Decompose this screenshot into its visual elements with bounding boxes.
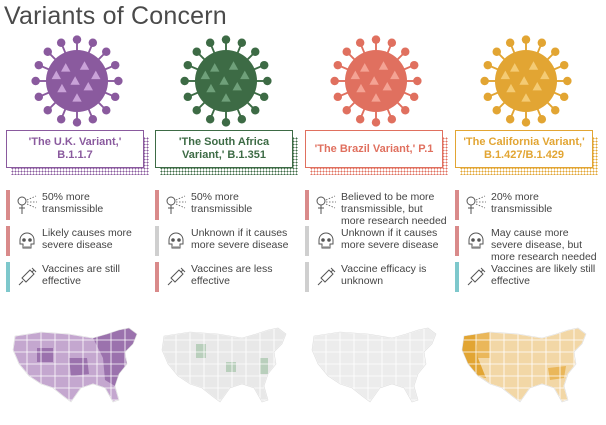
sneeze-icon — [466, 195, 486, 214]
fact-item: May cause more severe disease, but more … — [455, 226, 597, 263]
fact-text: Unknown if it causes more severe disease — [191, 227, 289, 251]
status-bar — [6, 190, 10, 220]
variant-name: 'The California Variant,' B.1.427/B.1.42… — [455, 130, 593, 168]
fact-text: May cause more severe disease, but more … — [491, 227, 597, 263]
virus-icon — [480, 35, 572, 127]
variant-name: 'The U.K. Variant,' B.1.1.7 — [6, 130, 144, 168]
variant-column-south-africa: 'The South Africa Variant,' B.1.351 50% … — [155, 30, 298, 422]
syringe-icon — [18, 267, 37, 286]
us-map — [161, 327, 287, 403]
status-bar — [305, 226, 309, 256]
status-bar — [305, 190, 309, 220]
fact-text: Vaccines are less effective — [191, 263, 273, 287]
skull-icon — [468, 232, 484, 249]
variant-column-brazil: 'The Brazil Variant,' P.1 Believed to be… — [305, 30, 448, 422]
syringe-icon — [317, 267, 336, 286]
status-bar — [6, 226, 10, 256]
status-bar — [155, 226, 159, 256]
us-map — [12, 327, 138, 403]
virus-icon — [330, 35, 422, 127]
fact-text: Likely causes more severe disease — [42, 227, 132, 251]
fact-item: Vaccines are likely still effective — [455, 262, 597, 292]
fact-text: Believed to be more transmissible, but m… — [341, 191, 447, 227]
fact-item: Vaccines are less effective — [155, 262, 297, 292]
fact-item: Vaccine efficacy is unknown — [305, 262, 447, 292]
virus-icon — [180, 35, 272, 127]
syringe-icon — [467, 267, 486, 286]
status-bar — [6, 262, 10, 292]
fact-item: Likely causes more severe disease — [6, 226, 148, 256]
variant-column-california: 'The California Variant,' B.1.427/B.1.42… — [455, 30, 598, 422]
fact-item: Unknown if it causes more severe disease — [305, 226, 447, 256]
fact-item: 50% more transmissible — [6, 190, 148, 220]
virus-icon — [31, 35, 123, 127]
page-title: Variants of Concern — [4, 2, 227, 30]
syringe-icon — [167, 267, 186, 286]
fact-text: Vaccines are still effective — [42, 263, 121, 287]
status-bar — [455, 226, 459, 256]
status-bar — [455, 262, 459, 292]
fact-text: Vaccine efficacy is unknown — [341, 263, 427, 287]
variant-column-uk: 'The U.K. Variant,' B.1.1.7 50% more tra… — [6, 30, 149, 422]
status-bar — [155, 190, 159, 220]
fact-text: 50% more transmissible — [191, 191, 253, 215]
status-bar — [455, 190, 459, 220]
fact-text: 20% more transmissible — [491, 191, 553, 215]
us-map — [311, 327, 437, 403]
variant-name: 'The South Africa Variant,' B.1.351 — [155, 130, 293, 168]
status-bar — [155, 262, 159, 292]
status-bar — [305, 262, 309, 292]
fact-text: Unknown if it causes more severe disease — [341, 227, 439, 251]
skull-icon — [318, 232, 334, 249]
fact-item: 20% more transmissible — [455, 190, 597, 220]
fact-item: Vaccines are still effective — [6, 262, 148, 292]
variant-name: 'The Brazil Variant,' P.1 — [305, 130, 443, 168]
skull-icon — [19, 232, 35, 249]
fact-item: Unknown if it causes more severe disease — [155, 226, 297, 256]
fact-item: 50% more transmissible — [155, 190, 297, 220]
fact-text: Vaccines are likely still effective — [491, 263, 596, 287]
fact-item: Believed to be more transmissible, but m… — [305, 190, 447, 227]
fact-text: 50% more transmissible — [42, 191, 104, 215]
sneeze-icon — [17, 195, 37, 214]
skull-icon — [168, 232, 184, 249]
sneeze-icon — [166, 195, 186, 214]
sneeze-icon — [316, 195, 336, 214]
us-map — [461, 327, 587, 403]
